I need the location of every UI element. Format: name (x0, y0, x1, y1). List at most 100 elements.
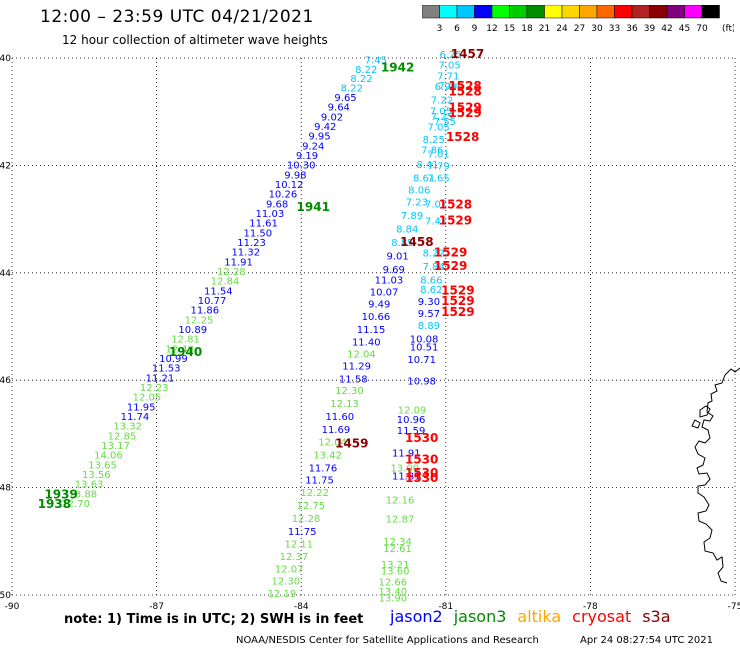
wave-height-label: 12.28 (292, 514, 321, 525)
wave-height-label: 13.42 (313, 451, 342, 462)
wave-height-label: 7.55 (434, 117, 456, 128)
wave-height-label: 8.25 (423, 135, 445, 146)
wave-height-label: 8.61 (413, 174, 435, 185)
wave-height-label: 11.75 (305, 475, 334, 486)
pass-time-label: 1529 (434, 259, 467, 273)
wave-height-label: 7.25 (431, 112, 453, 123)
credit-line: NOAA/NESDIS Center for Satellite Applica… (236, 635, 539, 646)
wave-height-label: 11.81 (392, 472, 421, 483)
wave-height-label: 12.11 (284, 540, 313, 551)
coastline (691, 367, 740, 584)
longitude-tick-label: -90 (5, 602, 20, 612)
color-scale-label: 24 (556, 24, 568, 34)
latitude-tick-label: 46 (0, 376, 11, 386)
wave-height-label: 9.42 (314, 122, 336, 133)
wave-height-label: 11.03 (375, 276, 404, 287)
wave-height-label: 11.59 (397, 426, 426, 437)
wave-height-label: 11.91 (392, 448, 421, 459)
wave-height-label: 9.19 (296, 151, 318, 162)
wave-height-label: 12.09 (398, 405, 427, 416)
wave-height-label: 12.87 (386, 515, 415, 526)
pass-time-label: 1530 (405, 452, 438, 466)
wave-height-label: 9.57 (418, 309, 440, 320)
pass-time-label: 1941 (297, 200, 330, 214)
color-scale-label: 18 (521, 24, 533, 34)
wave-height-label: 12.25 (185, 315, 214, 326)
footnote: note: 1) Time is in UTC; 2) SWH is in fe… (64, 612, 364, 627)
wave-height-label: 7.84 (423, 262, 445, 273)
color-swatch (701, 5, 720, 19)
wave-height-label: 12.30 (335, 386, 364, 397)
wave-height-label: 13.00 (391, 463, 420, 474)
wave-height-label: 13.65 (88, 460, 117, 471)
wave-height-label: 11.75 (288, 527, 317, 538)
wave-height-label: 9.64 (328, 103, 350, 114)
color-scale-label: 9 (472, 24, 478, 34)
wave-height-label: 11.03 (256, 209, 285, 220)
wave-height-label: 11.61 (249, 219, 278, 230)
pass-time-label: 1529 (441, 294, 474, 308)
pass-time-label: 1529 (448, 106, 481, 120)
latitude-tick-label: 40 (0, 54, 11, 64)
pass-time-label: 1530 (405, 431, 438, 445)
wave-height-label: 12.85 (108, 431, 137, 442)
wave-height-label: 9.24 (302, 141, 324, 152)
wave-height-label: 12.07 (275, 564, 304, 575)
wave-height-label: 7.23 (406, 198, 428, 209)
wave-height-label: 12.30 (271, 576, 300, 587)
pass-time-label: 1939 (44, 487, 77, 501)
wave-height-label: 9.49 (368, 300, 390, 311)
wave-height-label: 7.65 (427, 174, 449, 185)
longitude-tick-label: -81 (438, 602, 453, 612)
wave-height-label: 12.19 (268, 589, 297, 600)
wave-height-label: 13.63 (75, 480, 104, 491)
wave-height-label: 9.95 (308, 132, 330, 143)
wave-height-label: 9.65 (334, 93, 356, 104)
wave-height-label: 7.79 (427, 162, 449, 173)
color-scale-label: 27 (574, 24, 585, 34)
wave-height-label: 12.28 (217, 267, 246, 278)
wave-height-label: 9.68 (266, 199, 288, 210)
pass-time-label: 1530 (405, 466, 438, 480)
wave-height-label: 8.62 (420, 285, 442, 296)
wave-height-label: 8.41 (416, 160, 438, 171)
color-scale-label: 30 (591, 24, 603, 34)
pass-time-label: 1940 (169, 345, 202, 359)
wave-height-label: 8.22 (355, 65, 377, 76)
wave-height-label: 9.02 (321, 112, 343, 123)
color-scale-label: 3 (437, 24, 443, 34)
graticule: -90 -87 -84 -81 -78 -75 40 42 44 46 48 50 (0, 54, 740, 612)
pass-time-label: 1530 (405, 471, 438, 485)
wave-height-label: 12.66 (378, 577, 407, 588)
color-scale-label: 6 (454, 24, 460, 34)
wave-height-label: 8.84 (396, 225, 418, 236)
wave-height-label: 13.17 (101, 441, 130, 452)
wave-height-label: 11.74 (121, 412, 150, 423)
wave-height-label: 7.89 (401, 211, 423, 222)
wave-height-label: 13.60 (381, 567, 410, 578)
longitude-tick-label: -78 (583, 602, 598, 612)
wave-height-label: 13.56 (82, 470, 111, 481)
wave-height-label: 12.04 (347, 350, 376, 361)
satellite-legend-item: s3a (642, 607, 671, 626)
wave-height-label: 10.51 (410, 343, 439, 354)
wave-height-label: 12.22 (300, 488, 329, 499)
wave-height-label: 10.66 (362, 312, 391, 323)
wave-height-label: 12.75 (297, 501, 326, 512)
pass-time-label: 1458 (400, 235, 433, 249)
pass-time-label: 1528 (448, 85, 481, 99)
map-subtitle: 12 hour collection of altimeter wave hei… (62, 33, 328, 47)
wave-height-label: 7.01 (427, 149, 449, 160)
wave-height-label: 11.95 (127, 402, 156, 413)
color-scale-label: 45 (679, 24, 690, 34)
wave-height-label: 13.32 (113, 422, 142, 433)
wave-height-label: 11.91 (224, 257, 253, 268)
wave-height-label: 10.30 (287, 161, 316, 172)
wave-height-label: 9.69 (383, 265, 405, 276)
color-scale-label: 21 (539, 24, 550, 34)
wave-height-label: 11.29 (342, 361, 371, 372)
track-east: 6.257.057.717.647.227.057.257.557.058.25… (378, 50, 461, 604)
satellite-legend-item: jason3 (453, 607, 507, 626)
color-scale-label: 39 (644, 24, 656, 34)
